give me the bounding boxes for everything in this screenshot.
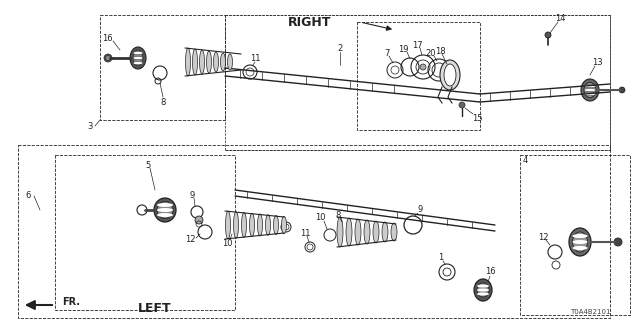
Circle shape <box>545 32 551 38</box>
Ellipse shape <box>337 217 343 247</box>
Ellipse shape <box>282 216 287 234</box>
Text: 17: 17 <box>412 41 422 50</box>
Text: 8: 8 <box>160 98 166 107</box>
Ellipse shape <box>157 208 173 212</box>
Bar <box>195 208 199 214</box>
Text: 7: 7 <box>384 49 390 58</box>
Ellipse shape <box>355 219 361 245</box>
Ellipse shape <box>193 49 198 75</box>
Ellipse shape <box>157 203 173 207</box>
Text: 5: 5 <box>145 161 150 170</box>
Ellipse shape <box>133 52 143 54</box>
Text: 14: 14 <box>555 13 565 22</box>
Text: 18: 18 <box>435 46 445 55</box>
Circle shape <box>195 216 203 224</box>
Ellipse shape <box>266 215 271 235</box>
Ellipse shape <box>573 246 588 250</box>
Text: 12: 12 <box>538 233 548 242</box>
Bar <box>408 64 412 68</box>
Text: 15: 15 <box>472 114 483 123</box>
Ellipse shape <box>573 232 588 252</box>
Bar <box>411 222 415 227</box>
Bar <box>158 70 162 74</box>
Bar <box>445 269 449 274</box>
Ellipse shape <box>157 213 173 217</box>
Text: 16: 16 <box>484 268 495 276</box>
Ellipse shape <box>477 292 489 295</box>
Ellipse shape <box>273 215 278 235</box>
Circle shape <box>614 238 622 246</box>
Circle shape <box>420 64 426 70</box>
Ellipse shape <box>257 214 262 236</box>
Ellipse shape <box>573 234 588 238</box>
Ellipse shape <box>133 61 143 65</box>
Ellipse shape <box>440 60 460 90</box>
Ellipse shape <box>227 54 232 70</box>
Ellipse shape <box>207 51 211 73</box>
Text: 4: 4 <box>522 156 527 164</box>
Text: RIGHT: RIGHT <box>288 15 332 28</box>
Text: 20: 20 <box>426 49 436 58</box>
Ellipse shape <box>364 220 370 244</box>
Text: 8: 8 <box>335 211 340 220</box>
Text: 10: 10 <box>315 213 325 222</box>
Ellipse shape <box>186 48 191 76</box>
Text: 10: 10 <box>221 238 232 247</box>
Ellipse shape <box>477 289 489 292</box>
Text: 11: 11 <box>250 53 260 62</box>
Circle shape <box>104 54 112 62</box>
Ellipse shape <box>225 211 230 239</box>
Ellipse shape <box>391 223 397 241</box>
Ellipse shape <box>477 283 489 297</box>
Bar <box>328 232 332 237</box>
Text: 2: 2 <box>337 44 342 52</box>
Text: 9: 9 <box>417 205 422 214</box>
Text: 13: 13 <box>592 58 602 67</box>
Text: FR.: FR. <box>62 297 80 307</box>
Text: 1: 1 <box>438 253 444 262</box>
Text: 9: 9 <box>189 190 195 199</box>
Text: T0A4B2101: T0A4B2101 <box>570 309 611 315</box>
Ellipse shape <box>584 92 596 95</box>
Circle shape <box>106 55 111 60</box>
Ellipse shape <box>200 50 205 74</box>
Text: 16: 16 <box>102 34 112 43</box>
Ellipse shape <box>569 228 591 256</box>
Text: 3: 3 <box>87 122 93 131</box>
Ellipse shape <box>474 279 492 301</box>
Text: 19: 19 <box>397 44 408 53</box>
Ellipse shape <box>373 221 379 243</box>
Ellipse shape <box>477 284 489 287</box>
Ellipse shape <box>382 222 388 242</box>
Text: 12: 12 <box>185 236 195 244</box>
Ellipse shape <box>584 89 596 92</box>
Text: 6: 6 <box>26 191 31 201</box>
Ellipse shape <box>346 218 352 246</box>
Ellipse shape <box>154 198 176 222</box>
Text: 11: 11 <box>300 228 310 237</box>
Circle shape <box>459 102 465 108</box>
Text: LEFT: LEFT <box>138 301 172 315</box>
Ellipse shape <box>444 64 456 86</box>
Ellipse shape <box>584 84 596 87</box>
Bar <box>203 229 207 234</box>
Bar <box>553 249 557 254</box>
Ellipse shape <box>133 57 143 60</box>
Ellipse shape <box>241 212 246 237</box>
Ellipse shape <box>250 213 255 237</box>
Ellipse shape <box>581 79 599 101</box>
Ellipse shape <box>573 240 588 244</box>
Ellipse shape <box>133 50 143 66</box>
Ellipse shape <box>234 212 239 238</box>
Ellipse shape <box>214 52 218 72</box>
Ellipse shape <box>584 83 596 98</box>
Ellipse shape <box>157 202 173 219</box>
Ellipse shape <box>130 47 146 69</box>
Ellipse shape <box>221 53 225 71</box>
Circle shape <box>619 87 625 93</box>
